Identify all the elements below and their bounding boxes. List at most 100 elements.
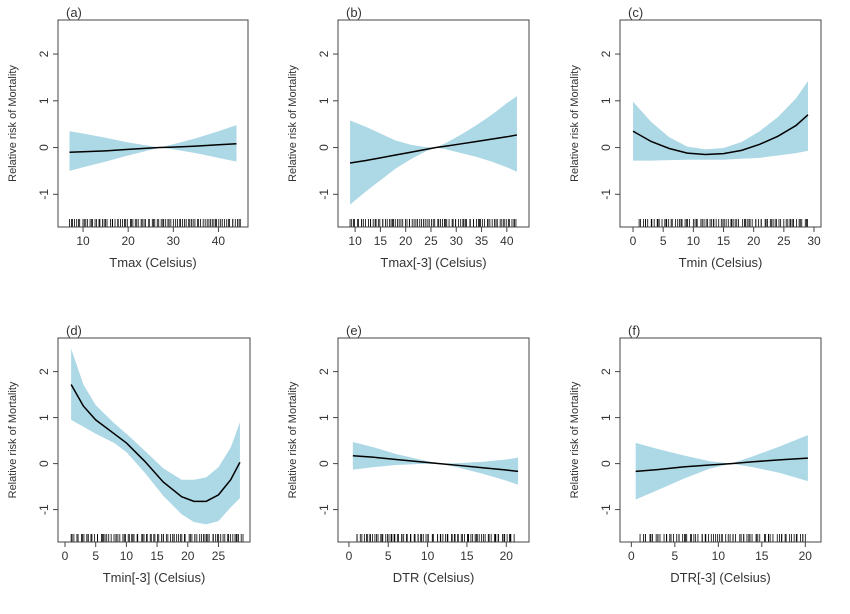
x-axis-label: Tmax[-3] (Celsius) <box>380 255 486 270</box>
y-axis-label: Relative risk of Mortality <box>569 381 581 498</box>
y-tick-label: 2 <box>37 50 51 57</box>
confidence-band <box>635 435 808 500</box>
y-tick-label: 1 <box>599 97 613 104</box>
fitted-line <box>69 143 237 153</box>
y-tick-label: 1 <box>37 97 51 104</box>
panel-b: -1 0 1 2 10 15 20 25 30 35 40 Tmax[-3] (Celsius) Rel… <box>287 5 530 270</box>
y-tick-label: 2 <box>317 368 331 375</box>
y-tick-label: 0 <box>599 460 613 467</box>
x-tick-label: 30 <box>807 234 821 248</box>
x-tick-label: 10 <box>76 234 90 248</box>
x-tick-label: 20 <box>181 549 195 563</box>
y-tick-label: 0 <box>317 460 331 467</box>
x-tick-label: 25 <box>777 234 791 248</box>
x-tick-label: 20 <box>122 234 136 248</box>
y-tick-label: 1 <box>317 414 331 421</box>
x-tick-label: 10 <box>120 549 134 563</box>
y-tick-label: -1 <box>317 504 331 515</box>
fitted-line <box>635 457 808 473</box>
x-tick-label: 15 <box>374 234 388 248</box>
x-axis-label: Tmax (Celsius) <box>109 255 196 270</box>
x-tick-label: 5 <box>385 549 392 563</box>
panel-label: (f) <box>628 323 640 338</box>
confidence-band <box>633 81 808 161</box>
x-tick-label: 15 <box>717 234 731 248</box>
x-tick-label: 40 <box>212 234 226 248</box>
x-tick-label: 5 <box>660 234 667 248</box>
rug <box>638 219 808 227</box>
panel-a: -1 0 1 2 10 20 30 40 Tmax (Celsius) Relative risk… <box>7 5 249 270</box>
x-tick-label: 0 <box>346 549 353 563</box>
y-tick-label: -1 <box>599 189 613 200</box>
x-tick-label: 15 <box>460 549 474 563</box>
x-tick-label: 40 <box>500 234 514 248</box>
rug <box>69 219 241 227</box>
x-tick-label: 25 <box>424 234 438 248</box>
y-axis-label: Relative risk of Mortality <box>287 381 299 498</box>
y-tick-label: 0 <box>37 460 51 467</box>
x-tick-label: 10 <box>687 234 701 248</box>
panel-label: (c) <box>628 5 643 20</box>
x-axis-label: DTR[-3] (Celsius) <box>670 570 770 585</box>
plot-frame <box>337 337 530 543</box>
x-axis-label: Tmin (Celsius) <box>679 255 763 270</box>
fitted-line <box>632 114 809 156</box>
y-axis-label: Relative risk of Mortality <box>569 65 581 182</box>
panel-label: (e) <box>346 323 362 338</box>
rug <box>70 534 244 542</box>
panel-label: (d) <box>66 323 82 338</box>
x-tick-label: 10 <box>348 234 362 248</box>
y-tick-label: 1 <box>317 97 331 104</box>
y-tick-label: 2 <box>37 368 51 375</box>
x-tick-label: 30 <box>167 234 181 248</box>
y-tick-label: -1 <box>599 504 613 515</box>
x-tick-label: 25 <box>212 549 226 563</box>
y-tick-label: 0 <box>37 144 51 151</box>
y-tick-label: 2 <box>317 50 331 57</box>
panel-label: (b) <box>346 5 362 20</box>
confidence-band <box>71 348 240 525</box>
y-tick-label: 2 <box>599 368 613 375</box>
rug <box>349 219 517 227</box>
x-axis-label: DTR (Celsius) <box>393 570 475 585</box>
y-tick-label: 0 <box>317 144 331 151</box>
x-tick-label: 5 <box>92 549 99 563</box>
confidence-band <box>350 96 517 205</box>
plot-frame <box>619 337 822 543</box>
y-axis-label: Relative risk of Mortality <box>7 65 19 182</box>
y-tick-label: 0 <box>599 144 613 151</box>
y-axis-label: Relative risk of Mortality <box>287 65 299 182</box>
x-tick-label: 20 <box>799 549 813 563</box>
rug <box>639 534 806 542</box>
y-tick-label: -1 <box>317 189 331 200</box>
fitted-line <box>349 134 518 164</box>
x-tick-label: 5 <box>671 549 678 563</box>
x-tick-label: 20 <box>500 549 514 563</box>
x-tick-label: 20 <box>399 234 413 248</box>
x-axis-label: Tmin[-3] (Celsius) <box>103 570 206 585</box>
y-tick-label: -1 <box>37 504 51 515</box>
x-tick-label: 0 <box>628 549 635 563</box>
plot-frame <box>619 19 822 228</box>
x-tick-label: 15 <box>150 549 164 563</box>
x-tick-label: 30 <box>450 234 464 248</box>
rug <box>356 534 515 542</box>
x-tick-label: 0 <box>630 234 637 248</box>
fitted-line <box>352 455 519 473</box>
x-tick-label: 35 <box>475 234 489 248</box>
y-tick-label: -1 <box>37 189 51 200</box>
x-tick-label: 10 <box>712 549 726 563</box>
y-tick-label: 1 <box>599 414 613 421</box>
y-axis-label: Relative risk of Mortality <box>7 381 19 498</box>
plot-frame <box>57 19 249 228</box>
plot-frame <box>57 337 251 543</box>
y-tick-label: 1 <box>37 414 51 421</box>
fitted-line <box>70 384 241 503</box>
plot-frame <box>337 19 530 228</box>
x-tick-label: 10 <box>421 549 435 563</box>
